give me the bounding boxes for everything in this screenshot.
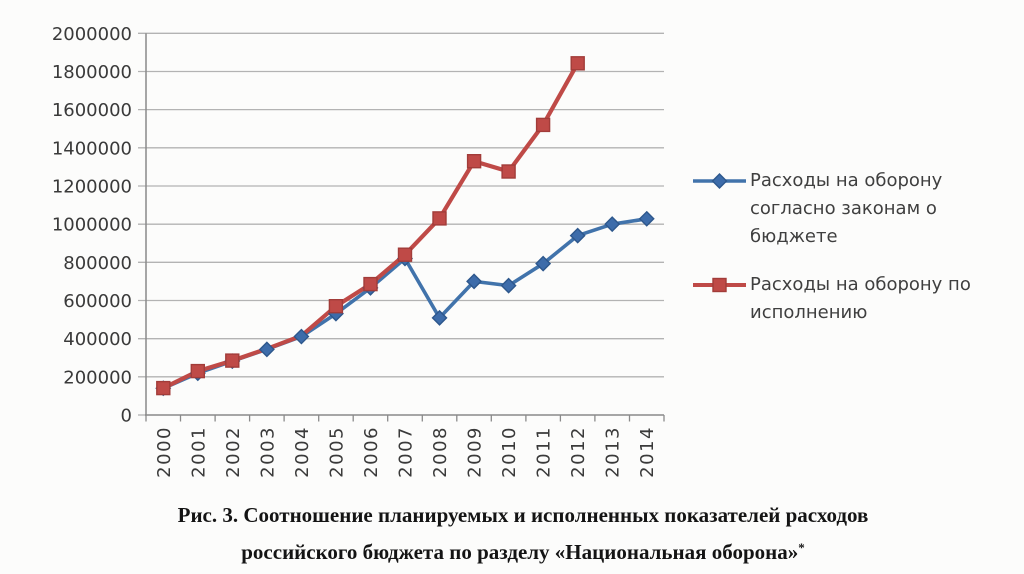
x-axis-tick-label: 2012 [568,426,589,478]
y-axis-tick-label: 1200000 [52,177,132,198]
data-point-budget-law [569,227,586,244]
series-execution-line [161,61,580,391]
data-point-budget-law [638,210,655,227]
y-axis-tick-label: 200000 [63,367,132,388]
x-axis-tick-label: 2004 [292,426,313,478]
x-axis-tick-label: 2002 [223,426,244,478]
data-point-execution [466,153,482,169]
data-point-execution [156,380,171,396]
x-axis-tick-label: 2007 [396,426,417,478]
y-axis-tick-label: 600000 [63,291,132,312]
x-axis-tick-label: 2006 [361,426,382,478]
x-axis-tick-label: 2010 [499,426,520,478]
footnote-asterisk: * [798,540,805,555]
y-axis-tick-label: 800000 [63,253,132,274]
x-axis-tick-label: 2001 [188,426,209,478]
data-point-budget-law [293,328,310,345]
data-point-budget-law [258,341,275,358]
y-axis-tick-label: 1000000 [52,215,132,236]
data-point-budget-law [500,277,517,294]
chart-legend: Расходы на оборону согласно законам о бю… [692,167,1022,347]
y-axis-tick-label: 2000000 [52,24,132,45]
data-point-budget-law [431,309,448,326]
data-point-execution [190,363,206,379]
legend-label-budget-law: Расходы на оборону согласно законам о бю… [750,170,943,247]
figure-caption: Рис. 3. Соотношение планируемых и исполн… [0,500,1024,568]
x-axis-tick-label: 2014 [637,426,658,478]
data-point-execution [570,56,585,71]
line-chart: 0 200000 400000 600000 800000 1000000 1200000 1… [52,24,665,478]
y-axis-tick-label: 1800000 [52,62,132,83]
data-point-budget-law [466,273,483,290]
legend-square-marker-icon [693,277,746,293]
data-point-execution [432,211,447,226]
data-point-execution [535,117,551,133]
data-point-execution [328,299,344,314]
data-point-execution [501,164,516,179]
x-axis-tick-label: 2008 [430,426,451,478]
x-axis-tick-label: 2013 [603,426,624,478]
x-axis-tick-label: 2009 [465,426,486,478]
y-axis-tick-label: 0 [121,406,132,427]
y-axis-tick-label: 1400000 [52,138,132,159]
x-axis-tick-label: 2005 [326,426,347,478]
x-axis-tick-label: 2003 [257,426,278,478]
legend-item-budget-law: Расходы на оборону согласно законам о бю… [692,167,1022,251]
legend-diamond-marker-icon [693,173,746,189]
legend-label-execution: Расходы на оборону по исполнению [750,274,971,323]
y-axis-tick-label: 400000 [63,329,132,350]
data-point-budget-law [535,255,552,272]
caption-line-1: Рис. 3. Соотношение планируемых и исполн… [177,503,869,527]
x-axis-tick-label: 2011 [534,426,555,478]
data-point-execution [397,247,413,262]
x-axis-tick-label: 2000 [154,426,175,478]
y-axis-tick-label: 1600000 [52,100,132,121]
data-point-budget-law [604,216,621,233]
caption-line-2: российского бюджета по разделу «Национал… [241,540,805,564]
legend-item-execution: Расходы на оборону по исполнению [692,271,1022,327]
data-point-execution [363,276,378,292]
data-point-execution [225,353,240,368]
